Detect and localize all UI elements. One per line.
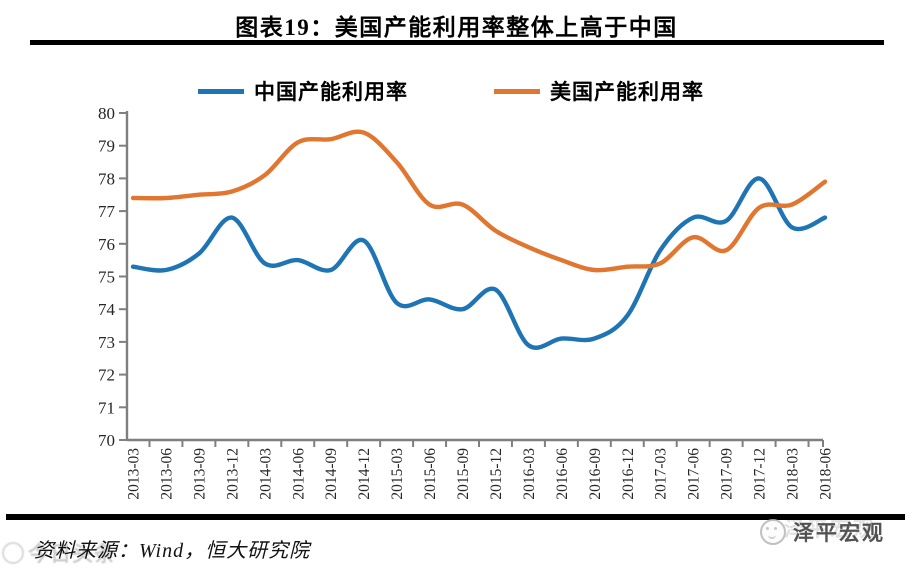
title-divider [30,40,884,45]
x-tick-label: 2015-09 [455,448,472,500]
y-tick-marks [119,112,127,441]
data-source-note: 资料来源：Wind，恒大研究院 [34,540,311,562]
publisher-watermark: 泽平宏观 [760,517,885,547]
y-tick-label: 79 [98,137,115,156]
y-tick-label: 72 [98,366,115,385]
y-tick-label: 80 [98,104,115,123]
y-tick-label: 77 [98,202,116,221]
legend-item-usa: 美国产能利用率 [494,76,704,106]
y-tick-label: 71 [98,398,115,417]
usa-line-swatch-icon [494,88,540,94]
x-tick-label: 2015-06 [422,448,439,500]
legend-label-usa: 美国产能利用率 [550,80,704,104]
x-tick-label: 2015-12 [488,448,505,500]
x-tick-label: 2013-12 [224,448,241,500]
china-line-swatch-icon [198,88,244,94]
x-tick-label: 2017-03 [653,448,670,500]
y-tick-label: 70 [98,431,115,450]
x-tick-label: 2016-12 [620,448,637,500]
y-tick-label: 76 [98,235,115,254]
x-tick-label: 2017-09 [719,448,736,500]
x-tick-label: 2016-09 [587,448,604,500]
x-tick-label: 2013-06 [158,448,175,500]
page-title: 图表19：美国产能利用率整体上高于中国 [235,15,678,40]
x-tick-label: 2017-06 [686,448,703,500]
x-tick-label: 2014-12 [356,448,373,500]
platform-watermark: 今日头条 [2,538,116,568]
x-tick-label: 2013-09 [191,448,208,500]
x-tick-label: 2016-03 [521,448,538,500]
axes [125,111,823,442]
publisher-watermark-text: 泽平宏观 [793,521,885,545]
legend-item-china: 中国产能利用率 [198,76,408,106]
x-tick-label: 2014-06 [290,448,307,500]
x-tick-label: 2014-09 [323,448,340,500]
y-tick-label: 75 [98,268,115,287]
y-tick-labels: 70 71 72 73 74 75 76 77 78 79 80 [98,104,116,450]
legend-label-china: 中国产能利用率 [254,80,408,104]
x-tick-label: 2017-12 [752,448,769,500]
x-tick-label: 2015-03 [389,448,406,500]
x-tick-label: 2013-03 [126,448,143,500]
series-line-china [130,176,828,350]
y-tick-label: 73 [98,333,115,352]
publisher-logo-icon [760,519,786,545]
x-tick-label: 2018-06 [818,448,835,500]
platform-logo-icon [2,542,24,564]
series-line-usa [130,129,828,273]
y-tick-label: 74 [98,300,116,319]
x-tick-label: 2016-06 [554,448,571,500]
x-tick-label: 2018-03 [785,448,802,500]
footer-divider [6,514,905,520]
x-tick-label: 2014-03 [257,448,274,500]
platform-watermark-text: 今日头条 [28,542,116,566]
y-tick-label: 78 [98,169,115,188]
x-tick-marks [148,440,824,447]
x-tick-labels: 2013-03 2013-06 2013-09 2013-12 2014-03 2014-… [126,448,835,500]
